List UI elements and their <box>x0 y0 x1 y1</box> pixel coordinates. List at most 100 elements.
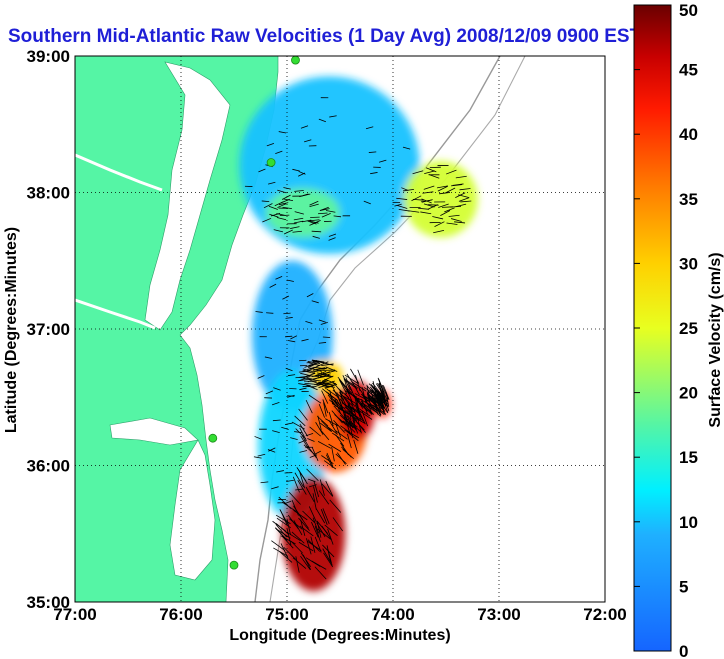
velocity-vector <box>408 210 420 213</box>
velocity-vector <box>350 399 357 415</box>
velocity-vector <box>295 428 307 440</box>
velocity-vector <box>317 415 329 427</box>
velocity-vector <box>340 393 353 406</box>
velocity-vector <box>402 189 414 192</box>
velocity-vector <box>454 221 466 224</box>
radar-stations <box>208 56 300 570</box>
velocity-vector <box>307 361 321 364</box>
velocity-vector <box>398 208 410 212</box>
james-river <box>75 298 156 330</box>
y-tick-label: 35:00 <box>27 593 70 612</box>
velocity-vector <box>440 210 451 217</box>
velocity-vector <box>438 203 449 208</box>
velocity-vector <box>321 390 329 404</box>
velocity-vector <box>269 213 279 218</box>
velocity-vector <box>285 317 293 319</box>
y-tick-label: 36:00 <box>27 457 70 476</box>
velocity-vector <box>281 535 294 549</box>
velocity-vector <box>273 547 289 557</box>
velocity-vector <box>286 479 294 482</box>
velocity-vector <box>262 217 272 223</box>
velocity-vector <box>297 376 310 382</box>
velocity-vector <box>300 555 311 570</box>
velocity-vector <box>276 470 284 473</box>
velocity-vector <box>325 366 338 372</box>
velocity-vector <box>298 541 314 552</box>
velocity-vector <box>346 388 359 402</box>
velocity-vector <box>298 514 309 529</box>
velocity-vector <box>455 192 466 199</box>
velocity-vector <box>365 126 374 130</box>
velocity-vector <box>301 338 309 342</box>
velocity-vector <box>420 211 432 215</box>
velocity-patch <box>403 161 478 238</box>
velocity-vector <box>329 115 337 118</box>
velocity-vector <box>372 404 386 415</box>
velocity-vector <box>271 540 286 551</box>
velocity-vector <box>294 415 306 427</box>
x-tick-label: 72:00 <box>583 605 626 624</box>
velocity-vector <box>344 416 358 428</box>
velocity-vector <box>455 175 467 179</box>
velocity-vector <box>319 479 325 496</box>
velocity-vector <box>335 430 348 440</box>
velocity-vector <box>327 549 333 566</box>
velocity-vector <box>280 510 288 526</box>
velocity-vector <box>358 409 373 420</box>
velocity-vector <box>264 356 273 359</box>
velocity-vector <box>282 501 297 512</box>
velocity-vector <box>295 556 300 573</box>
velocity-vector <box>357 409 366 425</box>
velocity-vector <box>343 378 358 389</box>
velocity-vector <box>286 279 294 282</box>
velocity-vector <box>336 452 346 465</box>
velocity-vector <box>292 168 300 172</box>
velocity-vector <box>367 395 378 409</box>
velocity-vector <box>308 506 317 522</box>
velocity-vector <box>343 378 350 395</box>
velocity-vector <box>370 172 378 175</box>
velocity-vector <box>333 215 342 218</box>
velocity-vector <box>448 214 460 217</box>
velocity-vector <box>328 237 336 241</box>
velocity-vector <box>318 319 326 323</box>
chart-title: Southern Mid-Atlantic Raw Velocities (1 … <box>8 26 642 47</box>
velocity-vector <box>321 363 334 366</box>
velocity-vector <box>297 479 307 495</box>
velocity-vector <box>309 200 319 206</box>
velocity-vector <box>325 210 336 213</box>
velocity-vector <box>396 204 408 209</box>
velocity-vector <box>283 229 293 235</box>
velocity-vector <box>427 204 439 210</box>
velocity-vector <box>302 554 312 570</box>
velocity-vector <box>331 398 346 410</box>
velocity-vector <box>432 216 444 220</box>
albemarle-sound <box>109 417 199 446</box>
velocity-vector <box>328 399 342 411</box>
velocity-vector <box>320 509 328 525</box>
velocity-vector <box>281 426 289 430</box>
velocity-vector <box>268 205 278 210</box>
plot-frame <box>74 55 606 603</box>
velocity-vector <box>309 367 322 372</box>
velocity-vector <box>277 189 287 194</box>
velocity-vector <box>306 468 319 482</box>
velocity-vector <box>276 528 291 539</box>
velocity-vector <box>288 491 301 505</box>
velocity-vector <box>319 422 333 433</box>
velocity-vector <box>376 393 389 405</box>
x-tick-label: 77:00 <box>53 605 96 624</box>
velocity-vector <box>298 376 312 380</box>
velocity-vector <box>434 221 445 227</box>
velocity-vector <box>293 220 304 224</box>
velocity-vector <box>294 431 302 434</box>
velocity-vector <box>313 360 326 364</box>
velocity-vector <box>275 150 283 155</box>
velocity-vector <box>293 520 303 536</box>
velocity-vector <box>300 125 309 129</box>
velocity-vector <box>304 380 317 383</box>
colorbar-tick-label: 20 <box>679 384 698 403</box>
velocity-vector <box>418 207 430 210</box>
velocity-vector <box>343 420 356 433</box>
colorbar <box>633 4 672 652</box>
